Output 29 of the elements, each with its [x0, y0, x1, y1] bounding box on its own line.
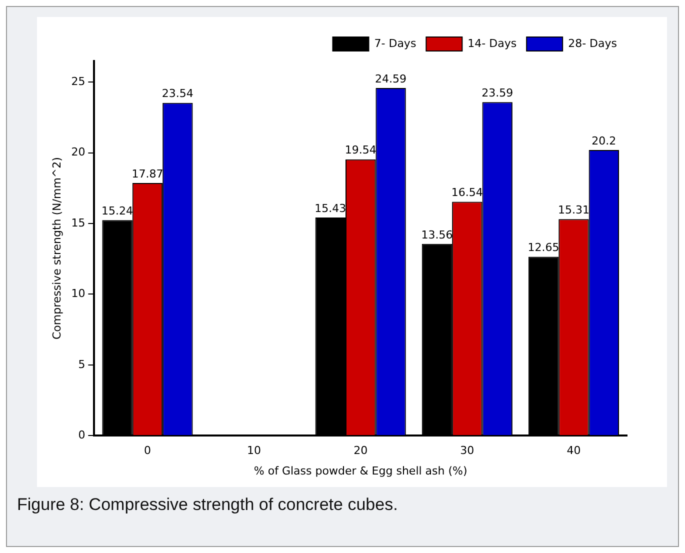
legend-label: 14- Days: [468, 36, 517, 50]
y-tick-label: 15: [71, 216, 86, 230]
data-label: 23.54: [162, 87, 194, 100]
data-label: 15.43: [314, 202, 346, 215]
y-axis-title: Compressive strength (N/mm^2): [50, 157, 64, 340]
caption: Figure 8: Compressive strength of concrete cubes.: [17, 495, 399, 515]
data-label: 24.59: [375, 72, 407, 86]
y-tick-label: 10: [71, 287, 86, 300]
x-axis-title: % of Glass powder & Egg shell ash (%): [254, 464, 468, 478]
data-label: 15.24: [102, 204, 134, 218]
data-label: 15.31: [558, 204, 590, 217]
data-label: 17.87: [132, 167, 164, 180]
y-tick-label: 25: [71, 75, 86, 88]
x-tick-label: 10: [247, 444, 262, 458]
data-label: 13.56: [421, 228, 453, 242]
x-tick-label: 40: [566, 444, 581, 458]
y-tick-label: 20: [71, 146, 86, 159]
legend-label: 7- Days: [374, 36, 416, 50]
data-label: 12.65: [528, 241, 560, 254]
data-label: 23.59: [482, 86, 514, 100]
x-tick-label: 30: [460, 444, 474, 458]
legend-label: 28- Days: [568, 36, 618, 50]
y-tick-label: 5: [78, 358, 86, 371]
data-label: 20.2: [592, 134, 616, 148]
x-tick-label: 0: [144, 444, 151, 458]
data-label: 16.54: [451, 186, 483, 200]
data-label: 19.54: [344, 144, 376, 157]
x-tick-label: 20: [354, 444, 368, 458]
y-tick-label: 0: [78, 428, 86, 442]
